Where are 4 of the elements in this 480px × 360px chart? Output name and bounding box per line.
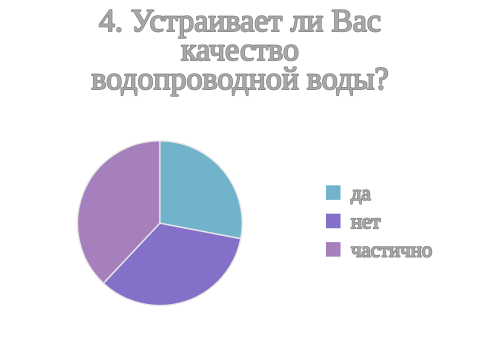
legend-label: да (350, 190, 371, 204)
chart-title: 4. Устраивает ли Вас качество водопроводной воды? (92, 10, 388, 96)
legend-label: нет (351, 218, 380, 228)
legend-label: частично (351, 246, 432, 257)
